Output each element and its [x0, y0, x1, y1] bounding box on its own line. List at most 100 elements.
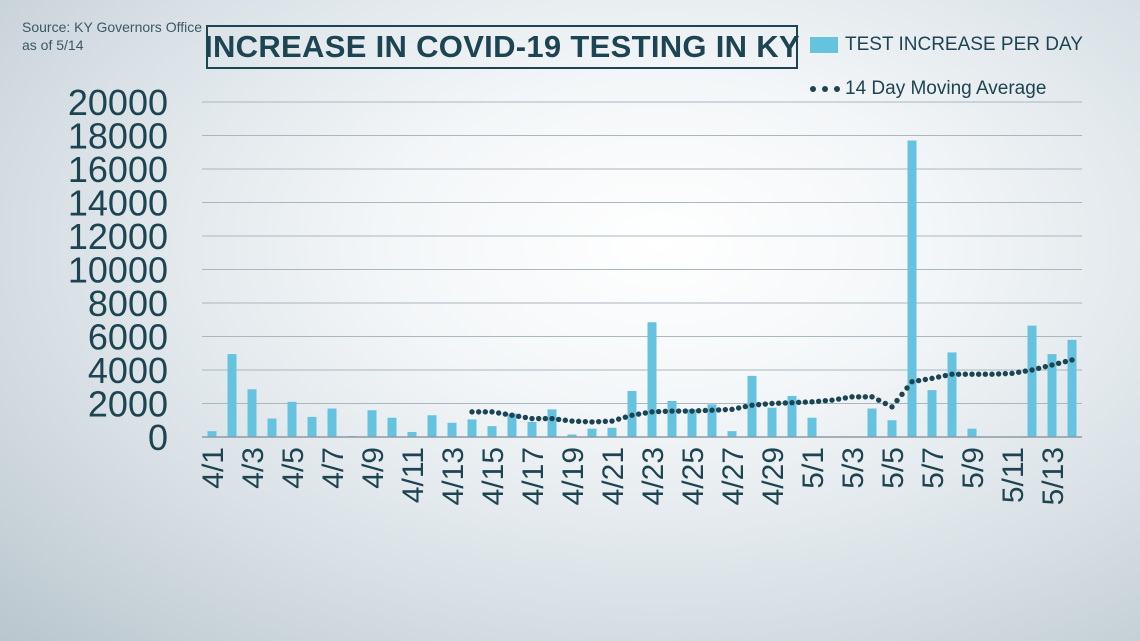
chart-legend: TEST INCREASE PER DAY 14 Day Moving Aver…: [810, 32, 1083, 102]
moving-average-dot: [589, 419, 595, 425]
moving-average-dot: [529, 415, 535, 422]
moving-average-dot: [1015, 369, 1022, 375]
moving-average-dot: [922, 376, 929, 383]
chart-title: INCREASE IN COVID-19 TESTING IN KY: [204, 25, 800, 69]
bar: [507, 413, 517, 437]
moving-average-dot: [899, 391, 905, 397]
bar: [887, 420, 897, 437]
moving-average-dot: [749, 402, 755, 408]
y-tick-label: 4000: [88, 350, 168, 391]
bar: [487, 426, 497, 437]
bar: [1027, 325, 1037, 437]
bar: [387, 417, 397, 437]
x-tick-label: 4/27: [717, 447, 750, 505]
bar: [587, 428, 597, 437]
source-note: Source: KY Governors Office as of 5/14: [22, 18, 222, 54]
moving-average-dot: [782, 400, 789, 406]
bar: [1047, 354, 1057, 437]
moving-average-dot: [835, 396, 842, 402]
moving-average-dot: [569, 418, 575, 424]
moving-average-dot: [549, 415, 555, 422]
moving-average-dot: [542, 415, 549, 422]
legend-item-bars: TEST INCREASE PER DAY: [810, 32, 1083, 58]
x-tick-label: 5/5: [877, 447, 910, 489]
y-tick-label: 0: [148, 417, 168, 458]
x-tick-label: 4/9: [357, 447, 390, 489]
moving-average-dot: [955, 371, 962, 377]
moving-average-dot: [882, 400, 889, 407]
bar: [947, 352, 957, 437]
bar: [447, 422, 457, 437]
x-tick-label: 4/7: [317, 447, 350, 489]
y-tick-label: 14000: [68, 183, 168, 224]
moving-average-dot: [635, 411, 642, 417]
bar: [687, 409, 697, 437]
moving-average-dot: [742, 403, 749, 410]
bar: [227, 354, 237, 437]
moving-average-dot: [1049, 362, 1055, 368]
moving-average-dot: [762, 401, 769, 407]
y-tick-label: 10000: [68, 250, 168, 291]
moving-average-dot: [875, 397, 882, 403]
moving-average-dot: [795, 399, 802, 406]
moving-average-dot: [729, 406, 735, 413]
moving-average-dot: [555, 416, 562, 423]
x-tick-label: 4/23: [637, 447, 670, 505]
moving-average-dot: [629, 412, 635, 418]
x-tick-label: 4/13: [437, 447, 470, 505]
moving-average-dot: [849, 394, 855, 400]
x-tick-label: 4/29: [757, 447, 790, 505]
moving-average-dot: [695, 408, 702, 414]
moving-average-dot: [715, 407, 722, 413]
bar: [407, 431, 417, 437]
moving-average-dot: [1042, 363, 1049, 370]
y-tick-label: 2000: [88, 384, 168, 425]
moving-average-dot: [975, 371, 982, 377]
moving-average-dot: [509, 412, 515, 418]
moving-average-dot: [775, 400, 782, 406]
moving-average-dot: [622, 414, 629, 420]
moving-average-dot: [669, 408, 675, 414]
moving-average-dot: [642, 410, 649, 416]
moving-average-dot: [575, 418, 582, 425]
moving-average-dot: [869, 394, 875, 400]
moving-average-dot: [1022, 368, 1029, 374]
moving-average-dot: [862, 394, 869, 400]
bar: [427, 415, 437, 437]
x-tick-label: 4/19: [557, 447, 590, 505]
bar: [547, 409, 557, 437]
bar: [867, 408, 877, 437]
legend-label-bars: TEST INCREASE PER DAY: [845, 34, 1083, 55]
moving-average-dot: [602, 418, 609, 425]
moving-average-dot: [949, 371, 955, 377]
as-of-line: as of 5/14: [22, 37, 84, 53]
x-tick-label: 4/25: [677, 447, 710, 505]
y-tick-label: 8000: [88, 283, 168, 324]
moving-average-dot: [475, 409, 482, 415]
bar: [327, 408, 337, 437]
moving-average-dot: [682, 408, 689, 414]
moving-average-dot: [822, 398, 829, 404]
moving-average-dot: [522, 414, 529, 421]
moving-average-dot: [829, 397, 835, 403]
bar: [707, 404, 717, 437]
moving-average-dot: [855, 394, 862, 400]
moving-average-dot: [942, 372, 949, 379]
legend-bar-swatch: [810, 37, 838, 53]
moving-average-dot: [502, 411, 509, 417]
x-tick-label: 5/3: [837, 447, 870, 489]
moving-average-dot: [1029, 367, 1035, 373]
bar: [307, 416, 317, 437]
moving-average-dot: [722, 406, 729, 413]
moving-average-dot: [989, 371, 995, 377]
moving-average-dot: [582, 418, 589, 425]
x-tick-label: 4/3: [237, 447, 270, 489]
moving-average-dot: [962, 371, 969, 377]
x-tick-label: 4/1: [197, 447, 230, 489]
legend-dotted-line-icon: [810, 86, 840, 92]
moving-average-dot: [929, 375, 935, 382]
moving-average-dot: [1002, 370, 1009, 377]
moving-average-dot: [935, 374, 942, 380]
moving-average-dot: [1069, 357, 1075, 363]
